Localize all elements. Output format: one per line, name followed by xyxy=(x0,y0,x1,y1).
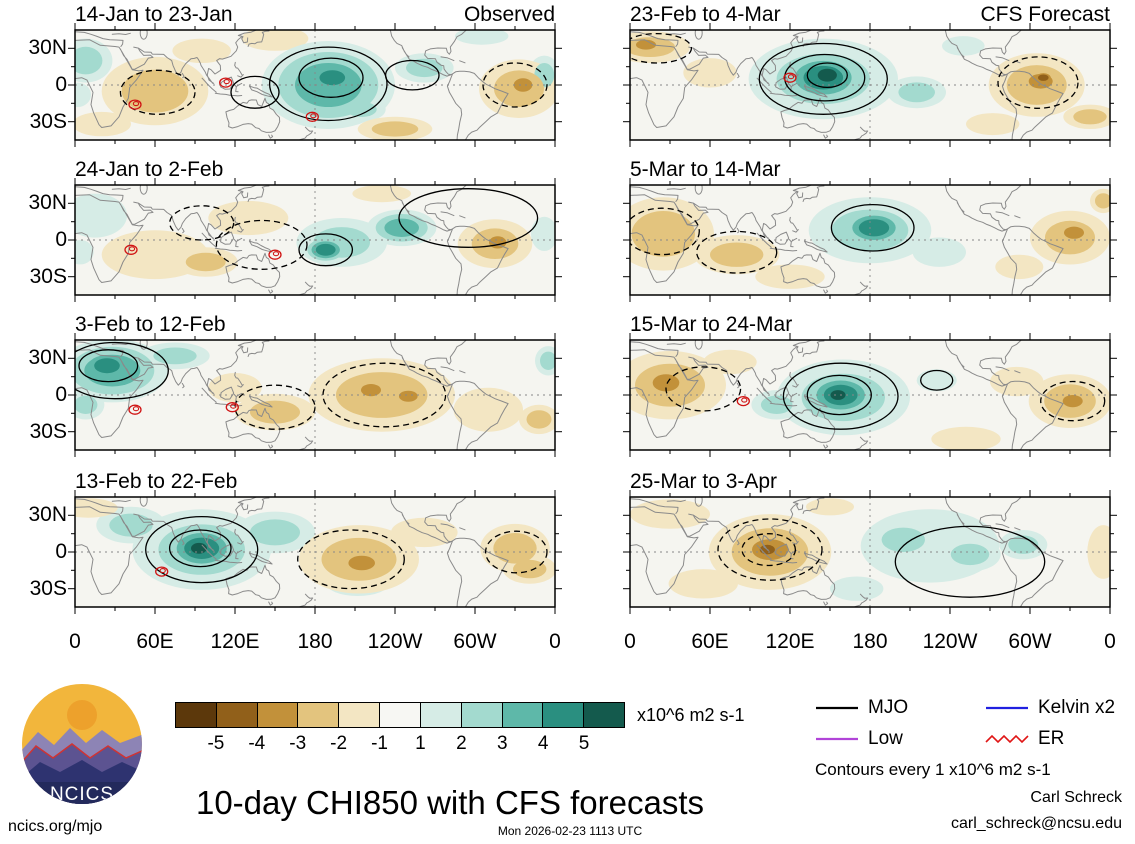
lat-tick-label: 0 xyxy=(55,228,67,251)
lat-tick-label: 30N xyxy=(28,503,67,527)
panel-title-2: 24-Jan to 2-Feb xyxy=(75,158,224,181)
colorbar-segment xyxy=(176,703,217,727)
column-label-observed: Observed xyxy=(463,3,555,26)
panel-title-3: 3-Feb to 12-Feb xyxy=(75,313,226,336)
contours-note: Contours every 1 x10^6 m2 s-1 xyxy=(815,760,1051,779)
colorbar-segment xyxy=(543,703,585,727)
lon-tick-label: 60W xyxy=(1008,630,1052,653)
logo-text: NCICS xyxy=(50,784,114,805)
lon-tick-label: 60E xyxy=(691,630,729,653)
lon-tick-label: 120E xyxy=(210,630,260,653)
contour-legend: MJO Kelvin x2 Low ER xyxy=(815,694,1115,752)
lon-tick-label: 0 xyxy=(549,630,561,653)
credit-name: Carl Schreck xyxy=(1030,789,1122,806)
colorbar-tick-label: -5 xyxy=(207,733,225,754)
lat-tick-label: 30S xyxy=(29,109,67,133)
colorbar-tick-label: -3 xyxy=(289,733,307,754)
lon-tick-label: 0 xyxy=(1104,630,1116,653)
colorbar-tick-label: 2 xyxy=(456,733,467,754)
legend-label-er: ER xyxy=(1038,727,1065,749)
colorbar-tick-label: -1 xyxy=(371,733,388,754)
figure-title: 10-day CHI850 with CFS forecasts xyxy=(195,784,705,821)
lat-tick-label: 30S xyxy=(29,576,67,600)
lat-tick-label: 0 xyxy=(55,383,67,406)
logo-sun-icon xyxy=(67,700,97,730)
legend-item-low: Low xyxy=(815,725,985,752)
lon-tick-label: 120W xyxy=(367,630,423,653)
legend-label-low: Low xyxy=(868,727,903,749)
colorbar-tick-label: 1 xyxy=(415,733,426,754)
colorbar-segment xyxy=(502,703,544,727)
lon-tick-label: 120E xyxy=(765,630,815,653)
map-panel-4 xyxy=(68,490,562,614)
legend-item-mjo: MJO xyxy=(815,694,985,721)
lon-tick-label: 0 xyxy=(624,630,636,653)
colorbar-tick-label: -2 xyxy=(330,733,348,754)
colorbar-units-label: x10^6 m2 s-1 xyxy=(637,705,745,725)
legend-label-kelvin: Kelvin x2 xyxy=(1038,696,1116,718)
panel-title-4: 13-Feb to 22-Feb xyxy=(75,470,238,493)
colorbar-tick-label: 5 xyxy=(578,733,590,754)
legend-item-kelvin: Kelvin x2 xyxy=(985,694,1115,721)
map-panel-6 xyxy=(623,178,1117,302)
colorbar-segment xyxy=(339,703,381,727)
colorbar-tick-label: 3 xyxy=(496,733,508,754)
colorbar-segment xyxy=(257,703,299,727)
colorbar-segment xyxy=(461,703,503,727)
colorbar-tick-label: 4 xyxy=(537,733,549,754)
legend-label-mjo: MJO xyxy=(868,696,909,718)
map-panel-1 xyxy=(68,23,562,147)
map-panel-2 xyxy=(68,178,562,302)
kelvin-line-icon xyxy=(986,706,1028,709)
lat-tick-label: 30N xyxy=(28,346,67,370)
column-label-cfs-forecast: CFS Forecast xyxy=(980,3,1110,26)
legend-item-er: ER xyxy=(985,725,1115,752)
colorbar-segment xyxy=(584,703,624,727)
credit-email: carl_schreck@ncsu.edu xyxy=(951,815,1122,832)
footer-timestamp: Mon 2026-02-23 1113 UTC xyxy=(497,824,643,838)
panel-title-6: 5-Mar to 14-Mar xyxy=(630,158,781,181)
panel-title-1: 14-Jan to 23-Jan xyxy=(75,3,233,26)
lat-tick-label: 30N xyxy=(28,36,67,60)
lon-tick-label: 120W xyxy=(922,630,978,653)
lon-tick-label: 180 xyxy=(297,630,333,653)
map-panel-5 xyxy=(623,23,1117,147)
map-panel-7 xyxy=(623,333,1117,457)
lon-tick-label: 60W xyxy=(453,630,497,653)
lat-tick-label: 0 xyxy=(55,540,67,563)
colorbar-segment xyxy=(420,703,462,727)
lat-tick-label: 0 xyxy=(55,73,67,96)
lon-tick-label: 60E xyxy=(136,630,174,653)
lat-tick-label: 30N xyxy=(28,191,67,215)
colorbar xyxy=(175,702,625,728)
logo-red-ridge-line xyxy=(22,743,142,765)
footer-url: ncics.org/mjo xyxy=(8,818,103,835)
map-panel-8 xyxy=(623,490,1117,614)
panel-title-7: 15-Mar to 24-Mar xyxy=(630,313,793,336)
lat-tick-label: 30S xyxy=(29,419,67,443)
panel-title-8: 25-Mar to 3-Apr xyxy=(630,470,778,493)
mjo-line-icon xyxy=(816,706,858,709)
colorbar-segment xyxy=(216,703,258,727)
panel-title-5: 23-Feb to 4-Mar xyxy=(630,3,781,26)
lat-tick-label: 30S xyxy=(29,264,67,288)
lon-tick-label: 180 xyxy=(852,630,888,653)
er-line-icon xyxy=(985,734,1029,743)
map-panel-3 xyxy=(68,333,562,457)
colorbar-tick-label: -4 xyxy=(248,733,266,754)
colorbar-segment xyxy=(298,703,340,727)
colorbar-segment xyxy=(380,703,421,727)
lon-tick-label: 0 xyxy=(69,630,81,653)
low-line-icon xyxy=(816,737,858,740)
ncics-logo: NCICS xyxy=(20,682,144,811)
